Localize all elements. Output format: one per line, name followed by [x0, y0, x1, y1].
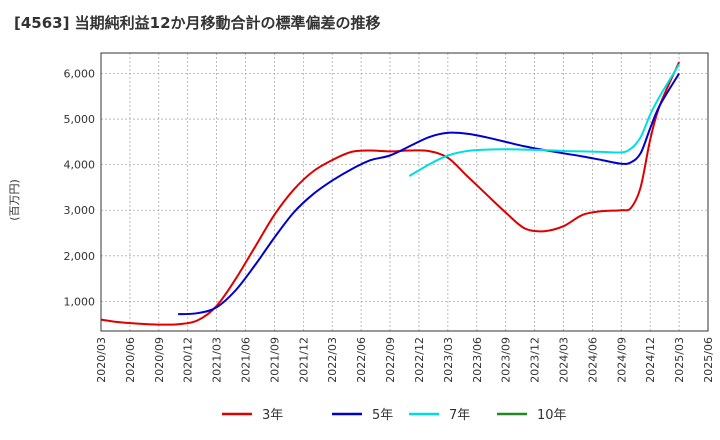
x-tick-label: 2020/09: [153, 337, 166, 383]
legend-label-2: 7年: [449, 408, 470, 423]
x-tick-label: 2023/12: [529, 337, 542, 383]
grid: [100, 53, 709, 331]
x-tick-label: 2020/06: [124, 337, 137, 383]
x-axis-ticks: 2020/03 2020/06 2020/09 2020/12 2021/03 2021/…: [95, 337, 715, 383]
x-tick-label: 2023/03: [442, 337, 455, 383]
series-layer: [100, 61, 681, 326]
series-line-0: [100, 61, 681, 326]
x-tick-label: 2024/06: [586, 337, 599, 383]
series-line-1: [178, 72, 680, 316]
x-tick-label: 2025/03: [673, 337, 686, 383]
x-tick-label: 2023/09: [500, 337, 513, 383]
x-tick-label: 2024/03: [557, 337, 570, 383]
y-tick-label: 1,000: [64, 295, 96, 308]
y-tick-label: 5,000: [64, 113, 96, 126]
x-tick-label: 2022/09: [384, 337, 397, 383]
y-axis-label: (百万円): [8, 179, 21, 221]
x-tick-label: 2021/09: [268, 337, 281, 383]
y-tick-label: 4,000: [64, 159, 96, 172]
x-tick-label: 2023/06: [471, 337, 484, 383]
x-tick-label: 2020/03: [95, 337, 108, 383]
series-line-2: [408, 63, 680, 177]
x-tick-label: 2022/06: [355, 337, 368, 383]
y-tick-label: 3,000: [64, 204, 96, 217]
x-tick-label: 2021/06: [240, 337, 253, 383]
legend-label-0: 3年: [262, 408, 283, 423]
x-tick-label: 2024/09: [615, 337, 628, 383]
plot-frame: [100, 52, 709, 332]
legend-label-3: 10年: [537, 408, 567, 423]
x-tick-label: 2021/03: [211, 337, 224, 383]
plot-background: [101, 53, 708, 331]
x-tick-label: 2022/03: [326, 337, 339, 383]
x-tick-label: 2020/12: [182, 337, 195, 383]
y-tick-label: 6,000: [64, 68, 96, 81]
legend: 3年 5年 7年 10年: [222, 408, 567, 423]
x-tick-label: 2024/12: [644, 337, 657, 383]
legend-label-1: 5年: [372, 408, 393, 423]
x-tick-label: 2022/12: [413, 337, 426, 383]
y-tick-label: 2,000: [64, 250, 96, 263]
chart-title: [4563] 当期純利益12か月移動合計の標準偏差の推移: [14, 14, 381, 32]
x-tick-label: 2021/12: [297, 337, 310, 383]
y-axis-ticks: 1,000 2,000 3,000 4,000 5,000 6,000: [64, 68, 96, 309]
x-tick-label: 2025/06: [702, 337, 715, 383]
